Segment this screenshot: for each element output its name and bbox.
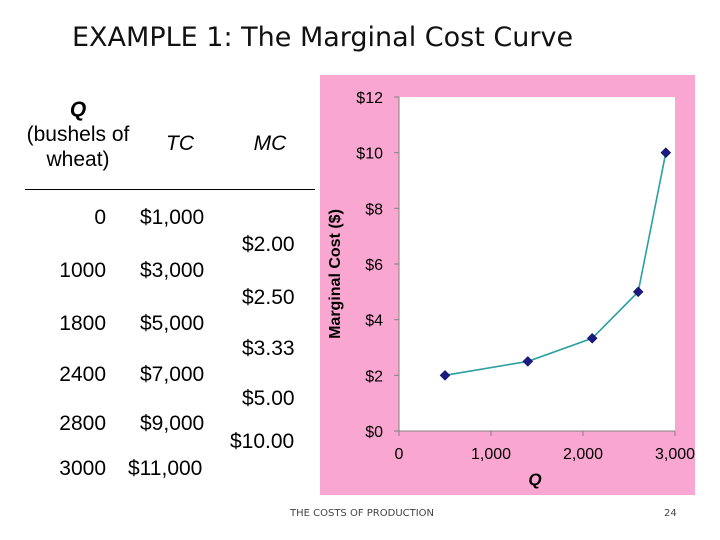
- mc-cell: $3.33: [242, 337, 295, 360]
- data-point: [632, 286, 644, 298]
- q-cell: 3000: [59, 457, 106, 480]
- data-point: [660, 147, 672, 159]
- tc-cell: $9,000: [140, 412, 205, 435]
- q-cell: 2800: [59, 412, 106, 435]
- footer-source: THE COSTS OF PRODUCTION: [290, 508, 435, 519]
- q-description: (bushels of wheat): [26, 123, 130, 171]
- tc-cell: $11,000: [128, 457, 203, 480]
- x-tick-label: 0: [395, 446, 404, 463]
- q-column-header: Q (bushels of wheat): [20, 97, 136, 172]
- table-header-rule: [25, 189, 315, 190]
- slide-title: EXAMPLE 1: The Marginal Cost Curve: [72, 22, 574, 53]
- page-number: 24: [664, 508, 677, 519]
- q-cell: 1800: [59, 312, 106, 335]
- mc-cell: $5.00: [242, 387, 295, 410]
- y-tick-label: $12: [356, 90, 383, 107]
- x-tick-label: 3,000: [655, 446, 695, 463]
- y-tick-label: $8: [365, 201, 383, 218]
- q-cell: 2400: [59, 363, 106, 386]
- data-point: [522, 356, 534, 367]
- y-axis-label: Marginal Cost ($): [327, 209, 344, 339]
- y-tick-label: $0: [365, 424, 383, 441]
- mc-cell: $2.50: [242, 286, 295, 309]
- y-tick-label: $10: [356, 146, 383, 163]
- data-point: [439, 369, 451, 381]
- tc-cell: $7,000: [140, 363, 205, 386]
- y-tick-label: $4: [365, 313, 383, 330]
- tc-column-header: TC: [166, 132, 194, 155]
- mc-cell: $2.00: [242, 233, 295, 256]
- tc-cell: $1,000: [140, 206, 205, 229]
- tc-cell: $5,000: [140, 312, 205, 335]
- x-tick-label: 2,000: [563, 446, 603, 463]
- x-tick-label: 1,000: [471, 446, 511, 463]
- tc-cell: $3,000: [140, 259, 205, 282]
- y-tick-label: $6: [365, 257, 383, 274]
- y-tick-label: $2: [365, 368, 383, 385]
- mc-cell: $10.00: [230, 430, 295, 453]
- data-point: [586, 332, 598, 344]
- q-cell: 0: [94, 206, 106, 229]
- q-symbol: Q: [69, 98, 87, 121]
- marginal-cost-chart: $0 $2 $4 $6 $8 $10 $12 0 1,000 2,000 3,000 Margina…: [327, 90, 695, 489]
- q-cell: 1000: [59, 259, 106, 282]
- x-axis-label: Q: [528, 470, 541, 489]
- mc-column-header: MC: [253, 132, 287, 155]
- plot-area: [399, 97, 675, 431]
